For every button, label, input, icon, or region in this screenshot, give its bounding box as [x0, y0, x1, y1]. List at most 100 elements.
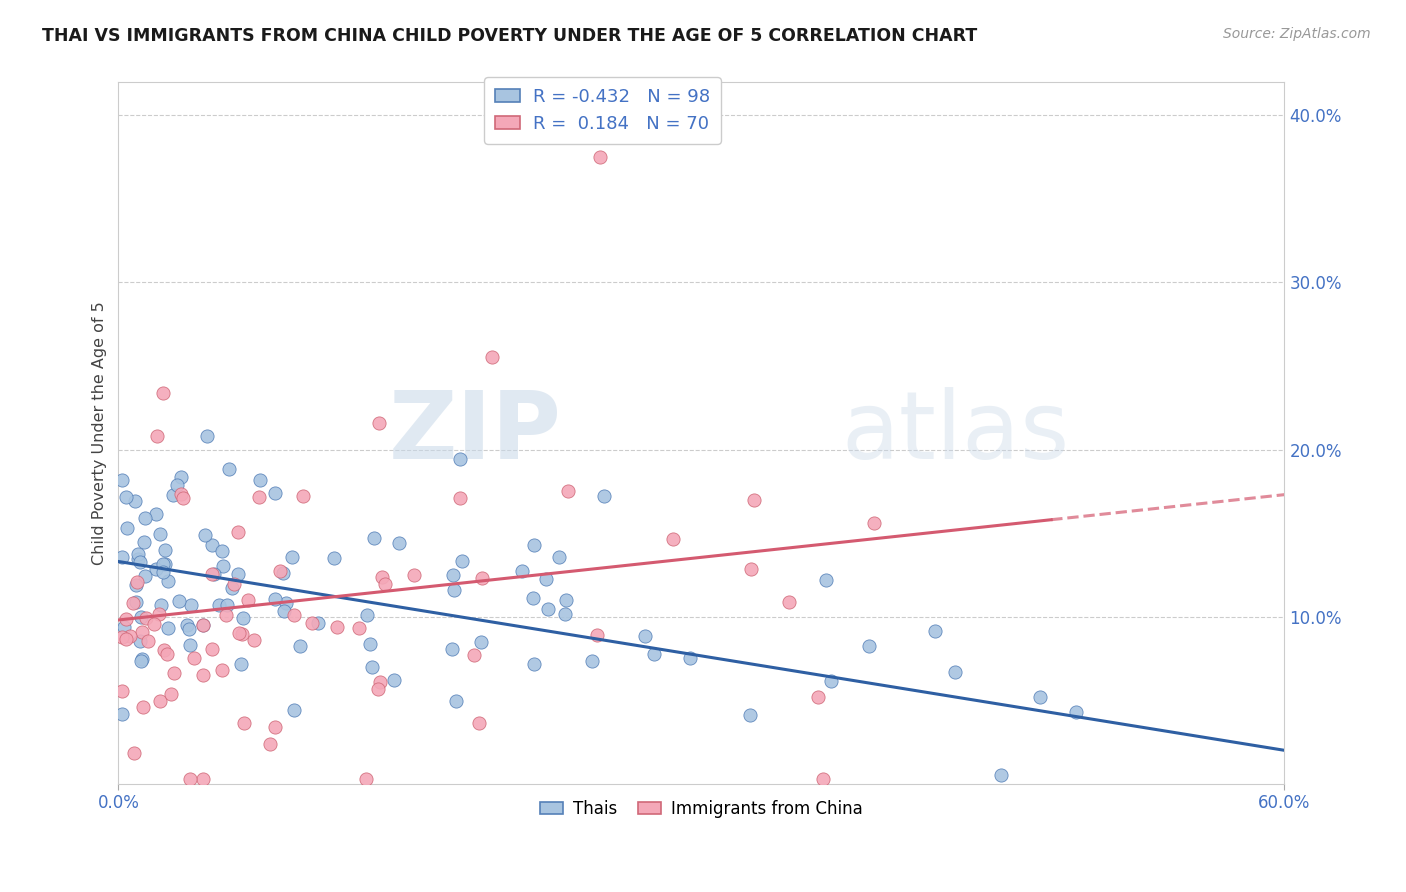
- Point: [814, 573, 837, 587]
- Point: [127, 574, 149, 589]
- Point: [131, 625, 153, 640]
- Point: [111, 473, 134, 487]
- Text: ZIP: ZIP: [388, 387, 561, 479]
- Point: [221, 582, 243, 596]
- Point: [149, 598, 172, 612]
- Point: [990, 768, 1012, 782]
- Point: [326, 620, 349, 634]
- Point: [288, 639, 311, 653]
- Point: [132, 700, 155, 714]
- Point: [114, 632, 136, 647]
- Point: [259, 737, 281, 751]
- Point: [367, 682, 389, 697]
- Point: [233, 716, 256, 731]
- Point: [201, 641, 224, 656]
- Point: [534, 572, 557, 586]
- Point: [522, 591, 544, 606]
- Point: [153, 543, 176, 558]
- Point: [145, 562, 167, 576]
- Point: [129, 556, 152, 570]
- Point: [149, 694, 172, 708]
- Point: [740, 562, 762, 576]
- Point: [193, 617, 215, 632]
- Point: [142, 616, 165, 631]
- Point: [201, 538, 224, 552]
- Point: [125, 578, 148, 592]
- Point: [127, 551, 149, 566]
- Point: [481, 350, 503, 364]
- Point: [634, 629, 657, 643]
- Point: [121, 595, 143, 609]
- Point: [738, 708, 761, 723]
- Point: [111, 684, 134, 698]
- Point: [211, 543, 233, 558]
- Point: [214, 607, 236, 622]
- Point: [152, 557, 174, 571]
- Point: [247, 490, 270, 504]
- Point: [179, 638, 201, 652]
- Point: [194, 528, 217, 542]
- Point: [382, 673, 405, 688]
- Point: [134, 569, 156, 583]
- Point: [112, 620, 135, 634]
- Point: [176, 618, 198, 632]
- Point: [589, 150, 612, 164]
- Point: [115, 490, 138, 504]
- Point: [292, 489, 315, 503]
- Point: [643, 647, 665, 661]
- Point: [191, 618, 214, 632]
- Point: [450, 554, 472, 568]
- Point: [269, 565, 291, 579]
- Point: [363, 531, 385, 545]
- Point: [368, 675, 391, 690]
- Point: [146, 428, 169, 442]
- Point: [323, 551, 346, 566]
- Point: [124, 493, 146, 508]
- Point: [356, 607, 378, 622]
- Point: [149, 526, 172, 541]
- Point: [218, 461, 240, 475]
- Point: [183, 651, 205, 665]
- Point: [236, 593, 259, 607]
- Point: [136, 633, 159, 648]
- Point: [263, 486, 285, 500]
- Point: [593, 489, 616, 503]
- Point: [283, 703, 305, 717]
- Point: [208, 598, 231, 612]
- Point: [274, 596, 297, 610]
- Point: [153, 557, 176, 571]
- Point: [193, 772, 215, 786]
- Point: [212, 558, 235, 573]
- Text: Source: ZipAtlas.com: Source: ZipAtlas.com: [1223, 27, 1371, 41]
- Legend: Thais, Immigrants from China: Thais, Immigrants from China: [533, 793, 869, 824]
- Point: [131, 610, 153, 624]
- Point: [554, 593, 576, 607]
- Point: [243, 633, 266, 648]
- Point: [179, 772, 201, 786]
- Point: [271, 566, 294, 580]
- Point: [224, 577, 246, 591]
- Point: [226, 567, 249, 582]
- Point: [1064, 706, 1087, 720]
- Point: [943, 665, 966, 679]
- Point: [166, 477, 188, 491]
- Point: [145, 507, 167, 521]
- Point: [228, 625, 250, 640]
- Point: [402, 567, 425, 582]
- Point: [468, 715, 491, 730]
- Point: [162, 488, 184, 502]
- Point: [122, 746, 145, 760]
- Point: [924, 624, 946, 638]
- Point: [156, 574, 179, 588]
- Y-axis label: Child Poverty Under the Age of 5: Child Poverty Under the Age of 5: [93, 301, 107, 565]
- Point: [115, 611, 138, 625]
- Point: [157, 621, 180, 635]
- Point: [231, 626, 253, 640]
- Point: [155, 647, 177, 661]
- Point: [134, 511, 156, 525]
- Point: [441, 568, 464, 582]
- Point: [742, 493, 765, 508]
- Point: [215, 599, 238, 613]
- Point: [449, 491, 471, 505]
- Point: [371, 570, 394, 584]
